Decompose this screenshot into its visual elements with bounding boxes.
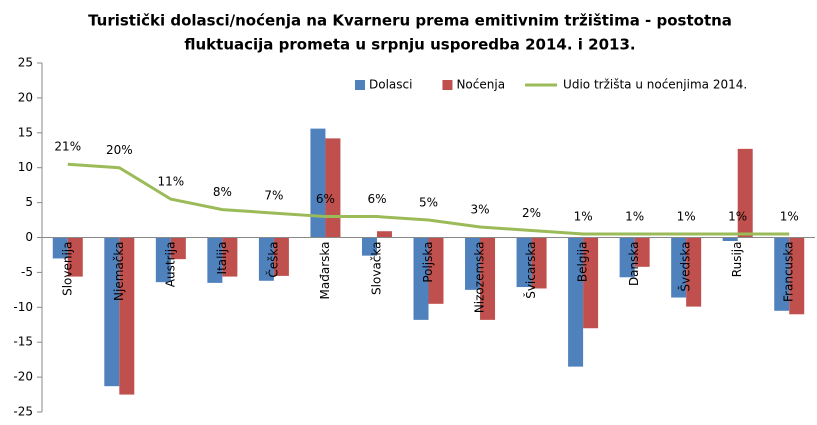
bar xyxy=(619,237,635,278)
bar xyxy=(722,237,738,241)
bar xyxy=(310,128,326,238)
x-tick-label: Češka xyxy=(265,242,280,278)
x-tick-label: Belgija xyxy=(576,242,590,283)
bar xyxy=(119,237,135,395)
data-label: 6% xyxy=(367,192,386,206)
x-tick-label: Slovenija xyxy=(60,242,74,296)
y-tick-label: 0 xyxy=(25,230,33,244)
y-tick-label: 25 xyxy=(18,56,33,70)
data-label: 1% xyxy=(728,210,747,224)
x-tick-label: Mađarska xyxy=(318,242,332,300)
x-tick-label: Švedska xyxy=(678,242,693,292)
legend-label: Noćenja xyxy=(456,78,505,92)
x-tick-label: Njemačka xyxy=(112,242,126,301)
bar xyxy=(789,237,805,315)
bar xyxy=(686,237,702,307)
x-tick-label: Nizozemska xyxy=(473,242,487,314)
line-series xyxy=(67,162,790,236)
bar xyxy=(52,237,68,259)
bar xyxy=(325,138,341,238)
y-tick-label: -25 xyxy=(13,405,33,419)
bar xyxy=(774,237,790,311)
bar xyxy=(737,148,753,238)
bar xyxy=(258,237,274,281)
bar xyxy=(376,231,392,238)
bar xyxy=(207,237,223,283)
x-tick-label: Slovačka xyxy=(369,242,383,295)
y-tick-label: 15 xyxy=(18,125,33,139)
bar xyxy=(480,237,496,320)
data-label: 1% xyxy=(677,210,696,224)
legend-label: Dolasci xyxy=(369,78,412,92)
y-tick-label: -20 xyxy=(13,370,33,384)
data-label: 5% xyxy=(419,196,438,210)
chart-title: Turistički dolasci/noćenja na Kvarneru p… xyxy=(88,12,732,30)
bar xyxy=(428,237,444,304)
bar xyxy=(222,237,238,277)
legend-swatch xyxy=(355,80,365,90)
data-label: 1% xyxy=(780,210,799,224)
bar xyxy=(531,237,547,289)
bar xyxy=(67,237,83,277)
data-label: 8% xyxy=(213,185,232,199)
data-label: 11% xyxy=(157,175,184,189)
y-tick-label: 10 xyxy=(18,160,33,174)
data-label: 1% xyxy=(625,210,644,224)
y-tick-label: -15 xyxy=(13,335,33,349)
bar xyxy=(671,237,687,298)
x-tick-label: Italija xyxy=(215,242,229,275)
y-tick-label: 20 xyxy=(18,90,33,104)
x-tick-label: Danska xyxy=(627,242,641,287)
y-tick-label: 5 xyxy=(25,195,33,209)
data-label: 3% xyxy=(471,203,490,217)
data-label: 6% xyxy=(316,192,335,206)
data-label: 2% xyxy=(522,206,541,220)
data-label: 7% xyxy=(264,189,283,203)
chart-title: fluktuacija prometa u srpnju usporedba 2… xyxy=(184,36,635,54)
bar xyxy=(568,237,584,367)
x-tick-label: Francuska xyxy=(782,242,796,302)
bar xyxy=(273,237,289,276)
x-tick-label: Poljska xyxy=(421,242,435,283)
bar xyxy=(361,237,377,256)
y-tick-label: -5 xyxy=(21,265,33,279)
bar xyxy=(634,237,650,267)
x-tick-label: Švicarska xyxy=(523,242,538,299)
bar xyxy=(104,237,120,387)
x-tick-label: Austrija xyxy=(163,242,177,288)
bar xyxy=(516,237,532,288)
y-tick-label: -10 xyxy=(13,300,33,314)
bar xyxy=(413,237,429,320)
bar xyxy=(170,237,186,260)
data-label: 20% xyxy=(106,143,133,157)
legend-label: Udio tržišta u noćenjima 2014. xyxy=(563,78,747,92)
legend-swatch xyxy=(442,80,453,90)
bar xyxy=(155,237,171,283)
data-label: 1% xyxy=(574,210,593,224)
bar xyxy=(465,237,481,290)
bar xyxy=(583,237,599,329)
data-label: 21% xyxy=(54,140,81,154)
x-tick-label: Rusija xyxy=(730,242,744,278)
